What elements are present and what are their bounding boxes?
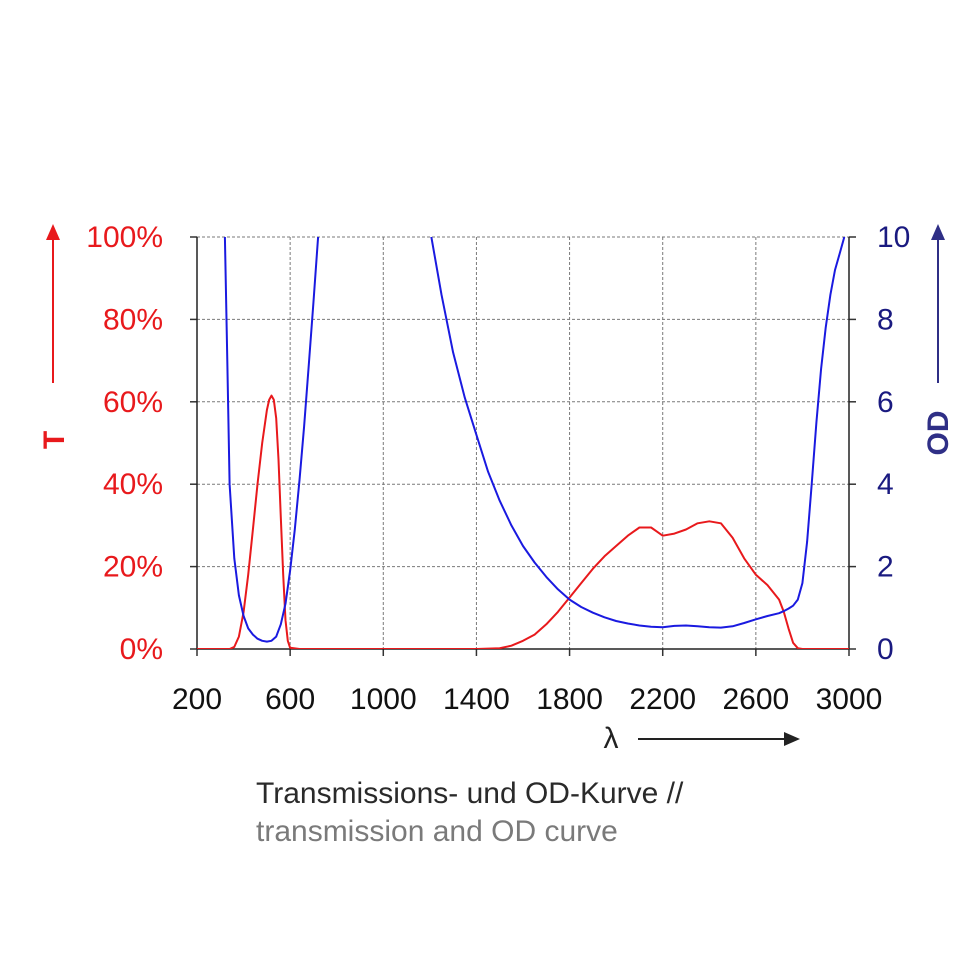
caption-german: Transmissions- und OD-Kurve //	[256, 777, 684, 810]
x-tick-label: 1800	[536, 683, 603, 716]
series-line-transmission	[197, 394, 849, 649]
up-arrow-icon	[931, 224, 945, 240]
x-tick-label: 1400	[443, 683, 510, 716]
x-tick-label: 2600	[722, 683, 789, 716]
y-left-tick-label: 20%	[103, 551, 163, 584]
y-right-tick-label: 8	[877, 303, 894, 336]
series-line-od	[223, 237, 846, 643]
y-right-tick-label: 10	[877, 221, 910, 254]
y-left-tick-label: 60%	[103, 386, 163, 419]
x-axis-label: λ	[604, 722, 619, 755]
caption-english: transmission and OD curve	[256, 815, 618, 848]
x-tick-label: 600	[265, 683, 315, 716]
x-tick-label: 200	[172, 683, 222, 716]
series-layer	[197, 237, 849, 649]
x-tick-label: 3000	[816, 683, 883, 716]
y-right-tick-label: 2	[877, 551, 894, 584]
up-arrow-icon	[46, 224, 60, 240]
y-left-tick-label: 40%	[103, 468, 163, 501]
left-axis-label-group: T	[38, 224, 71, 449]
y-right-tick-label: 0	[877, 633, 894, 666]
y-left-tick-label: 100%	[86, 221, 163, 254]
right-arrow-icon	[784, 732, 800, 746]
right-axis-label: OD	[922, 411, 955, 456]
y-right-tick-label: 6	[877, 386, 894, 419]
left-axis-label: T	[38, 431, 71, 449]
axes	[190, 236, 856, 656]
tick-labels: 200 600 1000 1400 1800 2200 2600 30000%20%40%60…	[86, 221, 910, 716]
y-left-tick-label: 0%	[120, 633, 163, 666]
y-left-tick-label: 80%	[103, 303, 163, 336]
y-right-tick-label: 4	[877, 468, 894, 501]
grid-lines	[197, 236, 849, 649]
x-axis-label-group: λ	[604, 722, 800, 755]
x-tick-label: 2200	[629, 683, 696, 716]
right-axis-label-group: OD	[922, 224, 955, 456]
x-tick-label: 1000	[350, 683, 417, 716]
